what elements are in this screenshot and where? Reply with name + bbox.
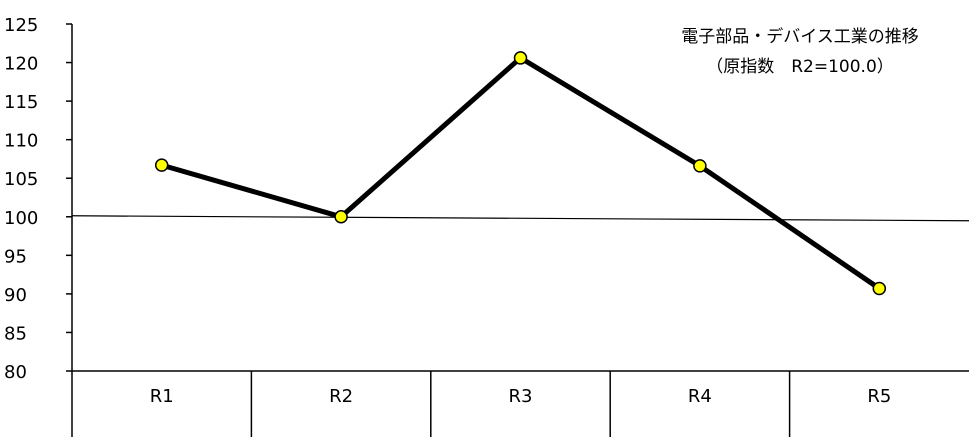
y-tick-label: 120: [4, 54, 38, 75]
y-tick-label: 110: [4, 131, 38, 152]
data-points: [154, 51, 887, 296]
category-label: R4: [688, 386, 712, 407]
category-label: R1: [150, 386, 174, 407]
y-axis: 80 85 90 95 100 105 110 115 120 125: [4, 15, 73, 437]
category-label: R2: [329, 386, 353, 407]
chart-title: 電子部品・デバイス工業の推移: [681, 26, 919, 47]
y-tick-label: 90: [4, 285, 27, 306]
data-point: [513, 51, 528, 65]
category-label: R5: [867, 386, 891, 407]
y-tick-label: 105: [4, 169, 38, 190]
category-table: R1 R2 R3 R4 R5: [72, 370, 969, 437]
y-tick-label: 80: [4, 362, 27, 383]
y-tick-label: 95: [4, 246, 27, 267]
data-point: [334, 210, 348, 224]
series-line-group: [159, 55, 882, 291]
data-point: [872, 281, 887, 296]
chart-subtitle: （原指数 R2=100.0）: [706, 57, 894, 77]
category-label: R3: [509, 386, 533, 407]
y-tick-label: 115: [4, 92, 38, 113]
y-tick-label: 125: [4, 15, 38, 36]
data-point: [693, 159, 707, 173]
series-line: [159, 55, 882, 291]
data-point: [154, 158, 169, 172]
y-tick-label: 85: [4, 323, 27, 344]
reference-line-group: [71, 215, 969, 222]
y-tick-label: 100: [4, 208, 38, 229]
reference-line: [71, 215, 969, 222]
